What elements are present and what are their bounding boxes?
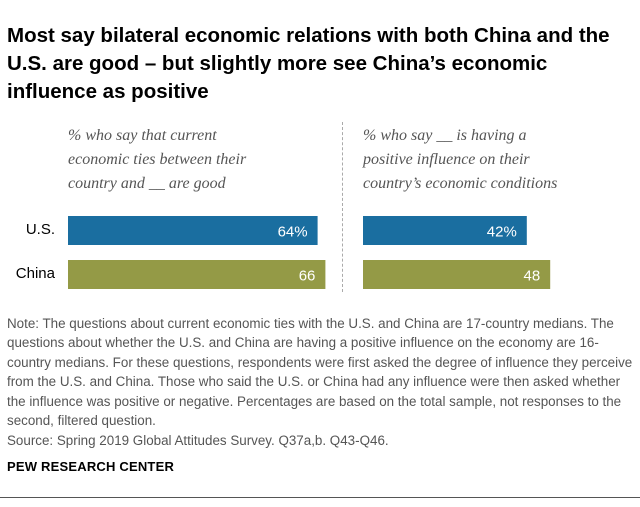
bar-ties-china xyxy=(68,260,326,289)
category-label-us: U.S. xyxy=(25,221,55,238)
bar-chart: 64% 66 42% 48 xyxy=(68,216,551,289)
bottom-rule xyxy=(0,497,640,498)
bar-value-label-ties-china: 66 xyxy=(299,268,316,285)
bar-influence-china xyxy=(363,260,551,289)
chart-note: Note: The questions about current econom… xyxy=(7,316,633,429)
bar-ties-us xyxy=(68,216,318,245)
pew-logo-text: PEW RESEARCH CENTER xyxy=(7,459,175,474)
left-panel-subtitle: % who say that current economic ties bet… xyxy=(68,127,247,192)
panel-divider xyxy=(342,122,343,292)
category-label-china: China xyxy=(15,265,55,282)
bar-value-label-ties-us: 64% xyxy=(278,224,308,241)
chart-source: Source: Spring 2019 Global Attitudes Sur… xyxy=(7,433,389,448)
chart-title: Most say bilateral economic relations wi… xyxy=(7,24,610,103)
bar-value-label-influence-us: 42% xyxy=(487,224,517,241)
bar-influence-us xyxy=(363,216,527,245)
bar-value-label-influence-china: 48 xyxy=(524,268,541,285)
right-panel-subtitle: % who say __ is having a positive influe… xyxy=(363,127,558,192)
